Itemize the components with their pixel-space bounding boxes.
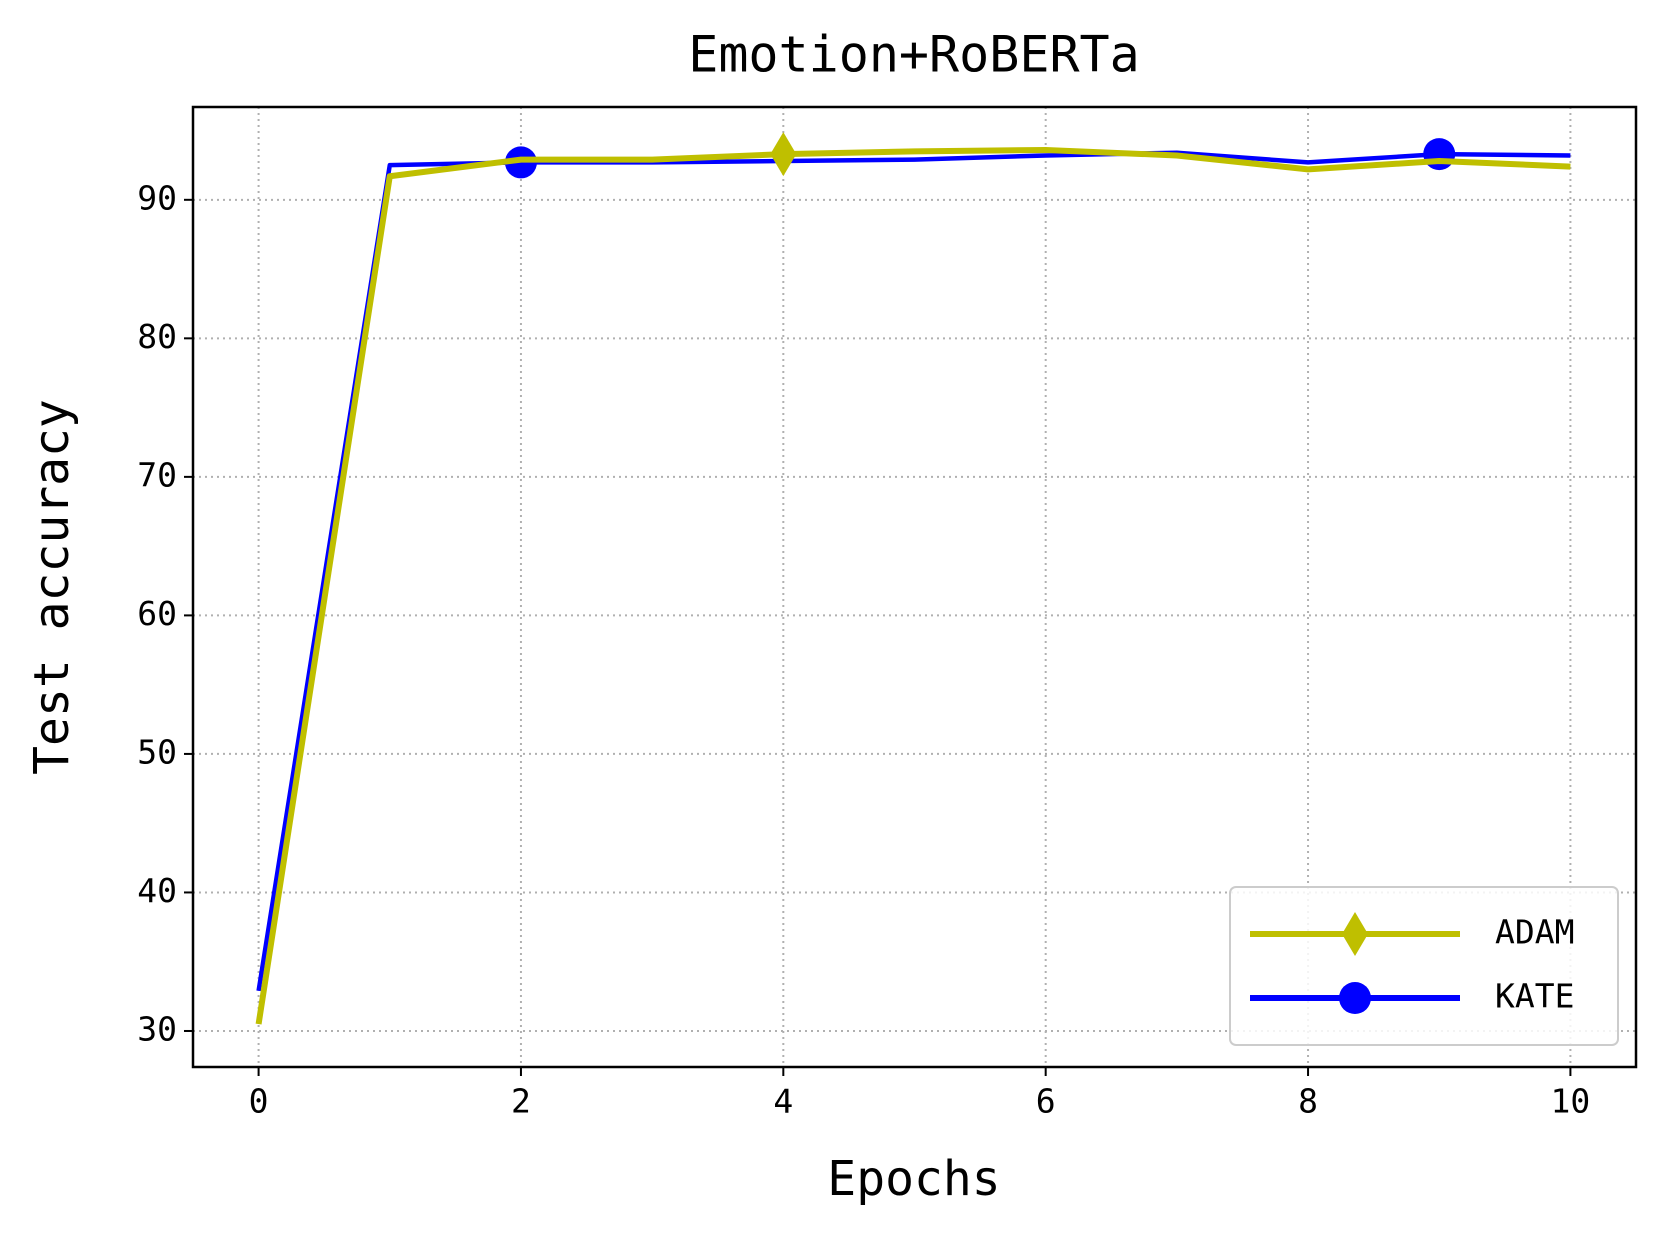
legend-box: [1229, 886, 1619, 1046]
legend-marker: [1342, 912, 1368, 956]
y-axis-label: Test accuracy: [24, 399, 80, 775]
point-marker: [770, 132, 797, 177]
x-tick-label: 0: [249, 1082, 269, 1121]
x-tick-label: 2: [511, 1082, 531, 1121]
y-tick-label: 60: [137, 594, 177, 633]
x-tick-label: 6: [1036, 1082, 1056, 1121]
x-tick-label: 8: [1298, 1082, 1318, 1121]
x-axis-label: Epochs: [827, 1151, 1000, 1207]
y-tick-label: 30: [137, 1009, 177, 1048]
legend-label: KATE: [1495, 977, 1574, 1016]
x-tick-label: 4: [773, 1082, 793, 1121]
series-line: [255, 146, 1571, 1025]
y-tick-label: 80: [137, 317, 177, 356]
legend-label: ADAM: [1495, 913, 1574, 952]
legend-marker: [1339, 982, 1371, 1014]
y-tick-label: 70: [137, 455, 177, 494]
x-tick-label: 10: [1551, 1082, 1591, 1121]
series-line: [256, 150, 1571, 992]
y-tick-label: 50: [137, 732, 177, 771]
plot-frame: [191, 105, 1638, 1069]
y-tick-label: 90: [137, 178, 177, 217]
y-tick-label: 40: [137, 871, 177, 910]
chart-title: Emotion+RoBERTa: [688, 26, 1140, 84]
point-marker: [1423, 138, 1456, 171]
